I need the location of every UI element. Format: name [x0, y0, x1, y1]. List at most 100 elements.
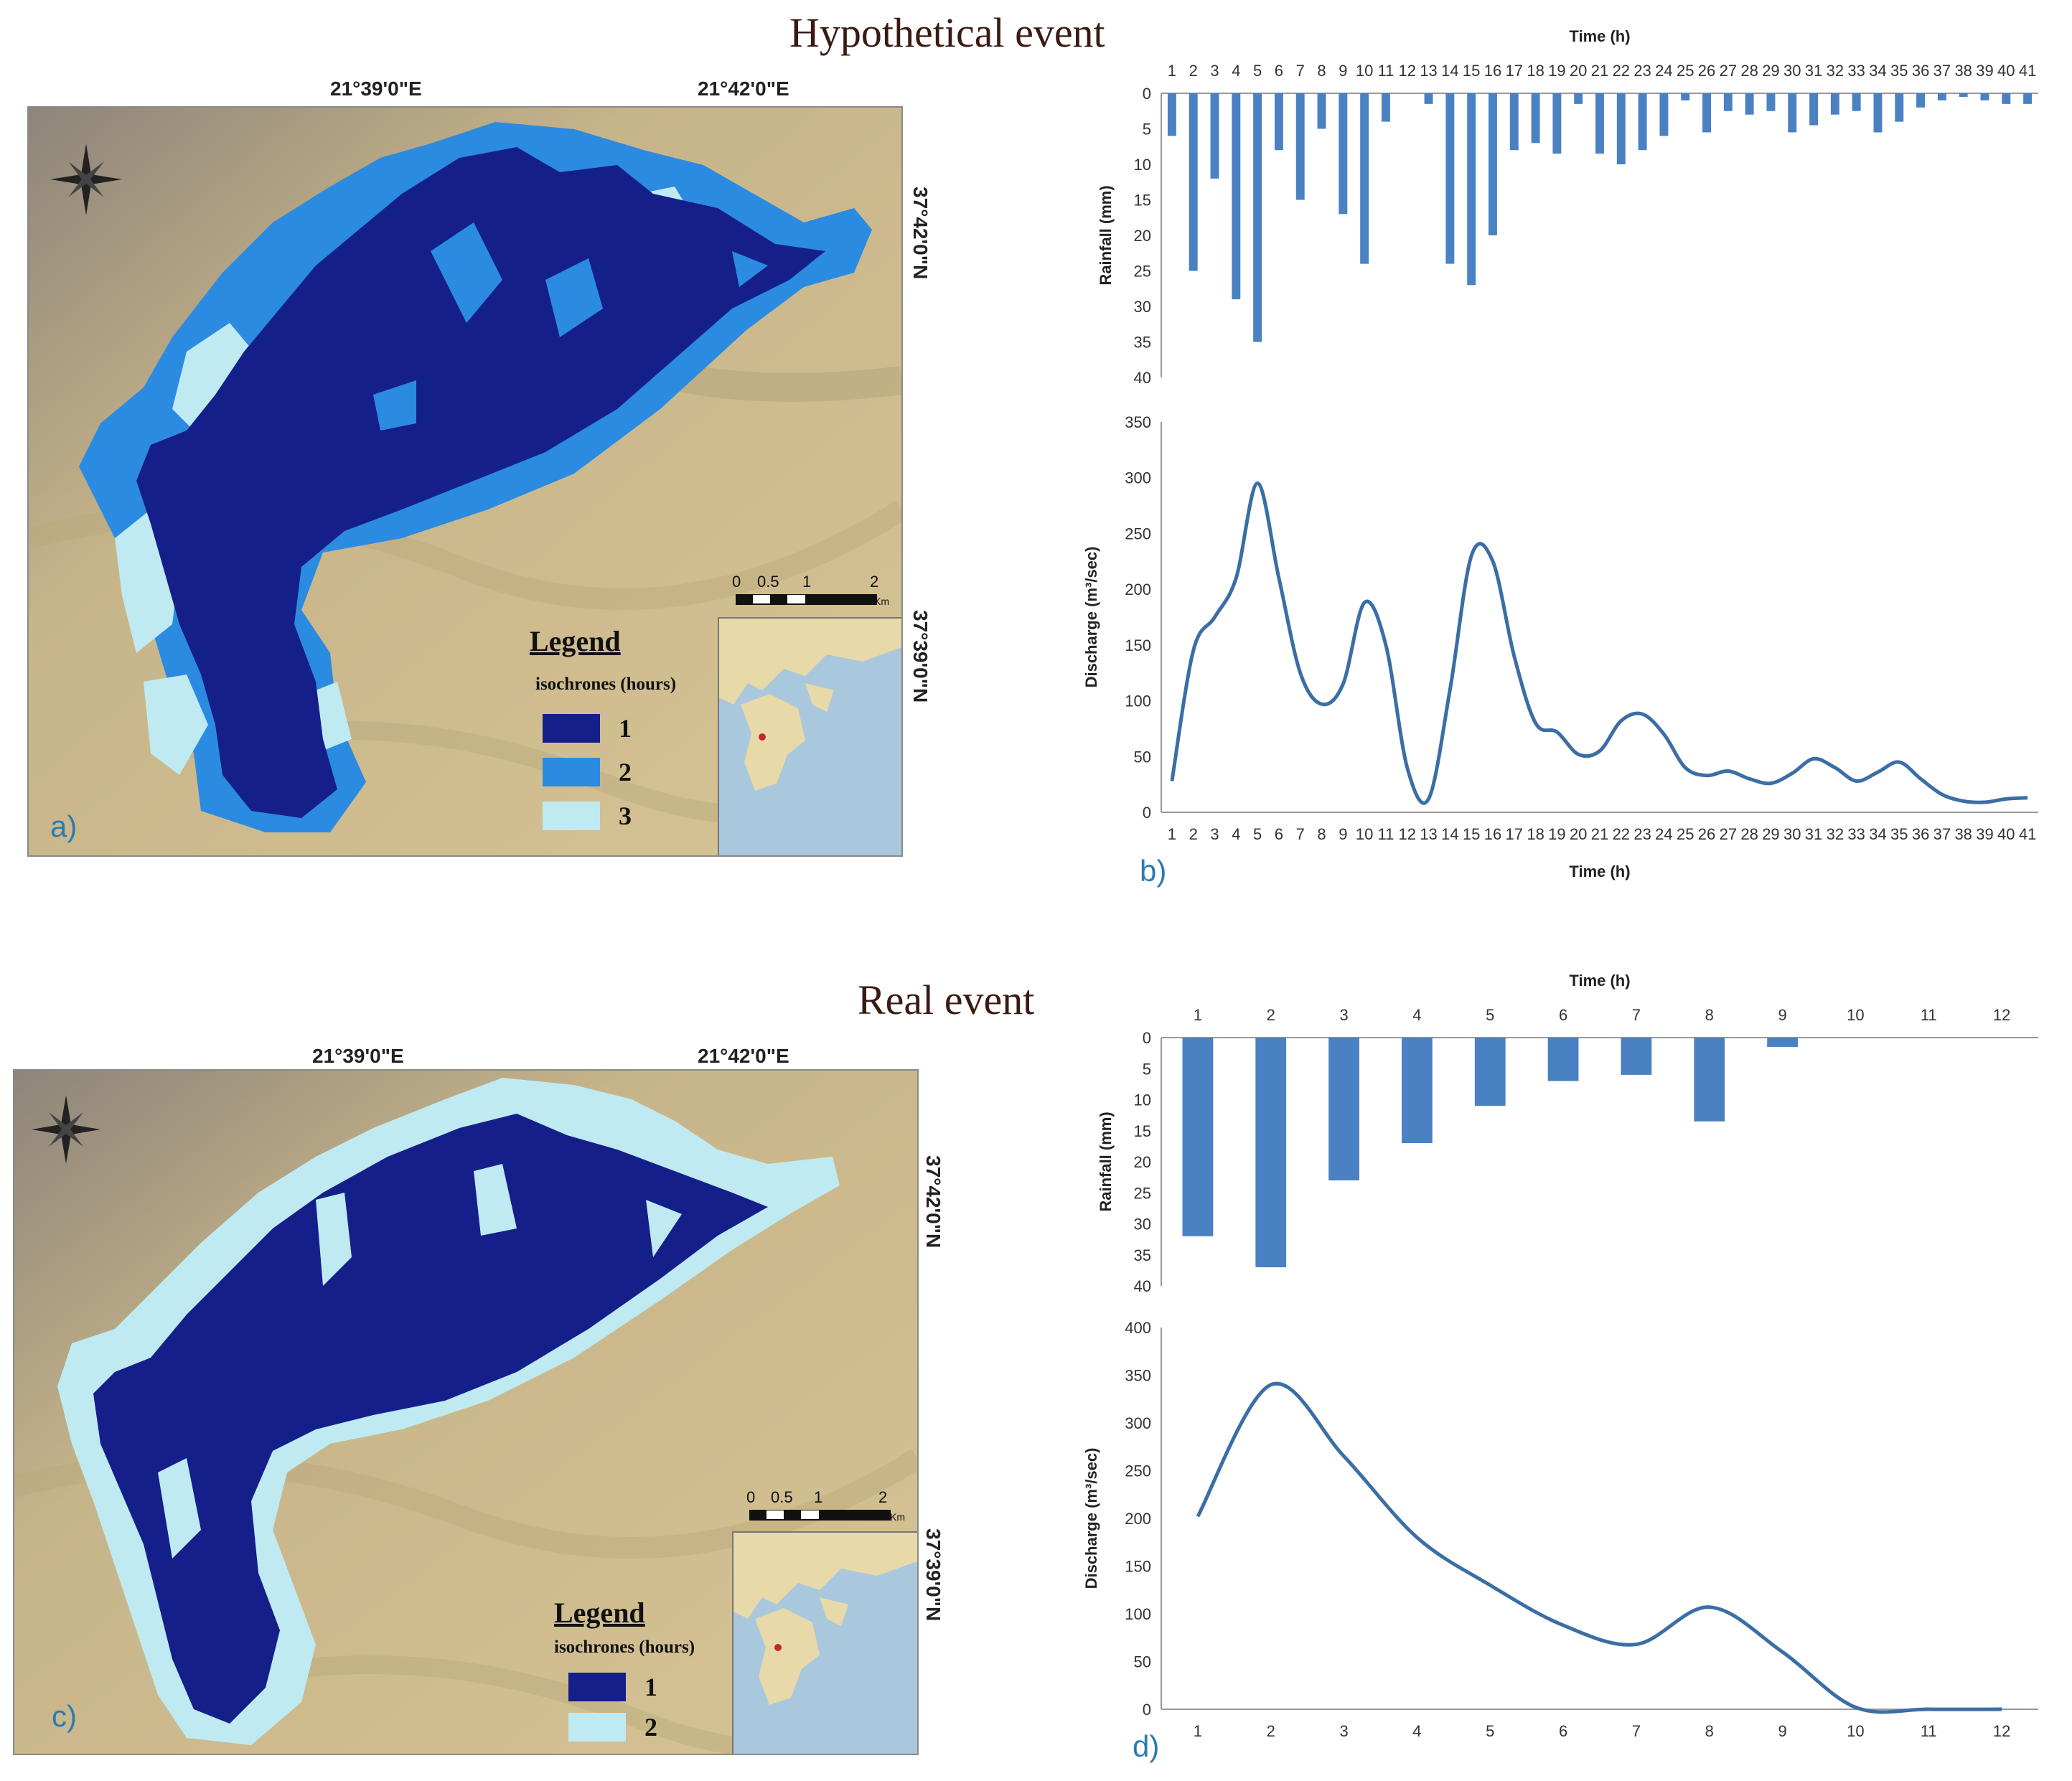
x-tick-label: 19 [1548, 825, 1565, 843]
y-tick-label: 15 [1134, 1122, 1151, 1140]
inset-map-a [718, 617, 901, 855]
x-tick-label: 35 [1890, 825, 1908, 843]
x-tick-label: 26 [1698, 825, 1715, 843]
legend-c-subtitle: isochrones (hours) [554, 1637, 695, 1657]
x-tick-label: 7 [1296, 62, 1305, 80]
legend-swatch [543, 758, 600, 786]
rain-bar [1895, 93, 1904, 122]
x-tick-label: 2 [1189, 62, 1198, 80]
rain-bar [1959, 93, 1968, 97]
legend-label: 2 [644, 1713, 657, 1742]
rain-bar [1467, 93, 1476, 286]
rain-bar [1381, 93, 1390, 122]
y-tick-label: 250 [1125, 1462, 1151, 1480]
legend-a-subtitle: isochrones (hours) [535, 675, 677, 694]
legend-a-title: Legend [530, 625, 621, 657]
x-tick-label: 38 [1954, 62, 1972, 80]
scale-c-1: 1 [814, 1488, 823, 1506]
x-tick-label: 1 [1168, 825, 1176, 843]
x-tick-label: 24 [1655, 62, 1672, 80]
x-tick-label: 9 [1339, 825, 1347, 843]
x-tick-label: 34 [1869, 825, 1886, 843]
x-tick-label: 11 [1378, 825, 1394, 843]
x-tick-label: 11 [1921, 1006, 1937, 1024]
x-tick-label: 26 [1698, 62, 1715, 80]
x-tick-label: 5 [1253, 825, 1262, 843]
map-a-terrain [29, 108, 901, 855]
x-tick-label: 36 [1912, 62, 1929, 80]
x-tick-label: 4 [1412, 1006, 1421, 1024]
x-tick-label: 25 [1677, 62, 1694, 80]
rain-bar [1167, 93, 1176, 136]
x-tick-label: 12 [1399, 825, 1416, 843]
y-tick-label: 25 [1134, 1184, 1151, 1202]
x-tick-label: 3 [1339, 1006, 1348, 1024]
rain-bar [1360, 93, 1369, 264]
legend-swatch [568, 1673, 626, 1701]
x-tick-label: 23 [1633, 62, 1651, 80]
rain-bar [1295, 93, 1305, 200]
x-tick-label: 7 [1296, 825, 1305, 843]
y-tick-label: 0 [1143, 1029, 1151, 1047]
x-tick-label: 15 [1463, 62, 1480, 80]
x-tick-label: 9 [1339, 62, 1347, 80]
scale-a-2: 2 [870, 573, 879, 591]
rain-bar [1694, 1038, 1725, 1122]
x-tick-label: 38 [1954, 825, 1972, 843]
y-tick-label: 5 [1143, 1060, 1151, 1078]
x-tick-label: 14 [1441, 825, 1458, 843]
chart-b-discharge: 0 50 100 150 200 250 300 350 Discharge (m³/sec) 1… [1082, 413, 2038, 880]
rain-bar [2023, 93, 2033, 104]
legend-swatch [543, 802, 600, 830]
x-tick-label: 2 [1267, 1006, 1275, 1024]
y-axis-title: Discharge (m³/sec) [1082, 1448, 1100, 1589]
rain-bar [1766, 93, 1776, 111]
x-tick-label: 20 [1570, 825, 1587, 843]
panel-letter-c: c) [52, 1699, 77, 1733]
y-tick-label: 200 [1125, 1510, 1151, 1528]
y-axis-title: Rainfall (mm) [1097, 1112, 1115, 1211]
rain-bar [1745, 93, 1754, 115]
map-c-lon-right-label: 21°42'0"E [698, 1045, 789, 1067]
y-tick-label: 25 [1134, 263, 1151, 281]
x-tick-label: 28 [1740, 62, 1758, 80]
y-tick-label: 20 [1134, 1153, 1151, 1171]
legend-a-item-3: 3 [543, 801, 632, 831]
x-tick-label: 9 [1778, 1006, 1786, 1024]
legend-a-item-1: 1 [543, 713, 632, 743]
x-tick-label: 19 [1548, 62, 1565, 80]
y-tick-label: 40 [1134, 1277, 1151, 1295]
scale-a-1: 1 [802, 573, 812, 591]
x-tick-label: 16 [1484, 62, 1501, 80]
rain-bar [1531, 93, 1540, 144]
legend-c-item-1: 1 [568, 1672, 657, 1702]
y-tick-label: 30 [1134, 298, 1151, 316]
x-tick-label: 39 [1976, 825, 1993, 843]
x-tick-label: 24 [1655, 825, 1672, 843]
x-tick-label: 39 [1976, 62, 1993, 80]
x-tick-label: 36 [1912, 825, 1929, 843]
inset-map-c [732, 1531, 917, 1754]
rain-bar [1182, 1038, 1214, 1236]
scale-a-0: 0 [732, 573, 741, 591]
rain-bar [1809, 93, 1819, 126]
x-tick-label: 13 [1420, 825, 1437, 843]
panel-letter-d: d) [1133, 1729, 1160, 1763]
x-tick-label: 6 [1559, 1006, 1567, 1024]
x-tick-label: 10 [1847, 1722, 1864, 1740]
map-a-lat-bottom-label: 37°39'0"N [909, 610, 932, 703]
title-real-event: Real event [858, 977, 1035, 1023]
x-tick-label: 35 [1890, 62, 1908, 80]
legend-c-item-2: 2 [568, 1712, 657, 1742]
x-tick-label: 29 [1762, 62, 1779, 80]
x-tick-label: 27 [1720, 62, 1737, 80]
x-tick-label: 10 [1356, 62, 1373, 80]
y-tick-label: 200 [1125, 581, 1151, 598]
legend-label: 3 [619, 802, 632, 830]
y-tick-label: 0 [1143, 804, 1151, 822]
rain-bar [1402, 1038, 1433, 1144]
y-tick-label: 35 [1134, 1246, 1151, 1264]
rain-bar [1616, 93, 1626, 164]
rain-bar [1980, 93, 1989, 100]
